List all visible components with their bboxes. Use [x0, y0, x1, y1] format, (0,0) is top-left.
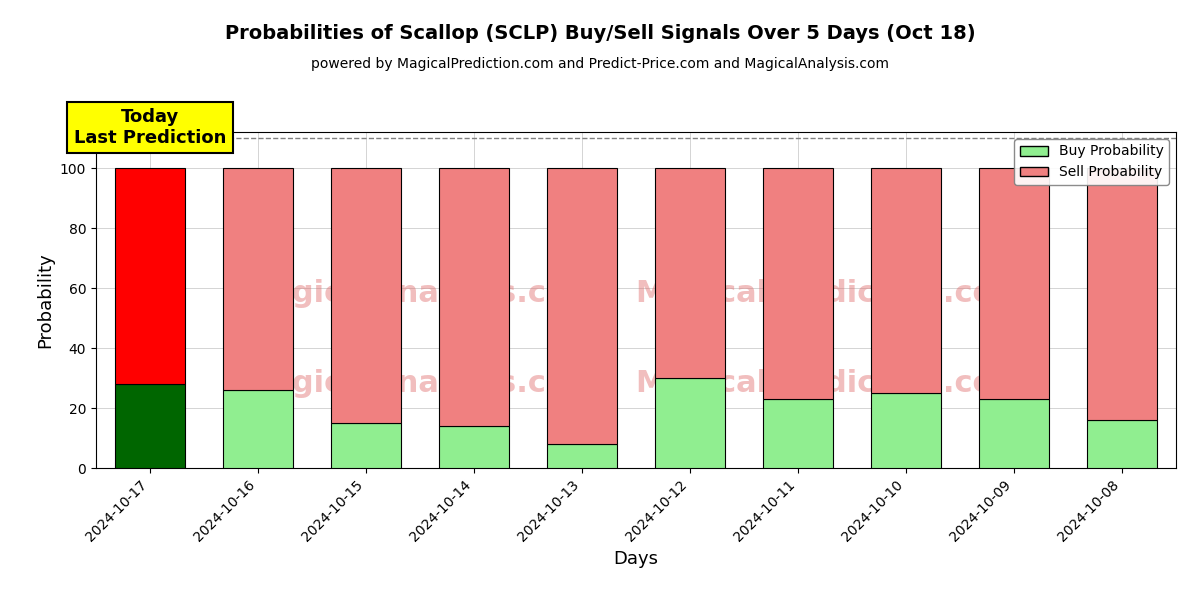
- Bar: [331, 423, 401, 468]
- Text: Today
Last Prediction: Today Last Prediction: [74, 108, 226, 147]
- Bar: [547, 444, 617, 468]
- Bar: [439, 168, 509, 426]
- Text: MagicalPrediction.com: MagicalPrediction.com: [635, 370, 1026, 398]
- Bar: [655, 168, 725, 378]
- Text: powered by MagicalPrediction.com and Predict-Price.com and MagicalAnalysis.com: powered by MagicalPrediction.com and Pre…: [311, 57, 889, 71]
- Text: Probabilities of Scallop (SCLP) Buy/Sell Signals Over 5 Days (Oct 18): Probabilities of Scallop (SCLP) Buy/Sell…: [224, 24, 976, 43]
- Bar: [655, 378, 725, 468]
- Text: MagicalAnalysis.com: MagicalAnalysis.com: [241, 279, 599, 308]
- Bar: [871, 393, 941, 468]
- Bar: [439, 426, 509, 468]
- Bar: [871, 168, 941, 393]
- Bar: [763, 399, 833, 468]
- X-axis label: Days: Days: [613, 550, 659, 568]
- Bar: [115, 384, 185, 468]
- Y-axis label: Probability: Probability: [36, 252, 54, 348]
- Bar: [979, 399, 1049, 468]
- Bar: [547, 168, 617, 444]
- Bar: [763, 168, 833, 399]
- Bar: [331, 168, 401, 423]
- Bar: [979, 168, 1049, 399]
- Bar: [1087, 420, 1157, 468]
- Legend: Buy Probability, Sell Probability: Buy Probability, Sell Probability: [1014, 139, 1169, 185]
- Text: MagicalAnalysis.com: MagicalAnalysis.com: [241, 370, 599, 398]
- Bar: [115, 168, 185, 384]
- Bar: [223, 168, 293, 390]
- Bar: [223, 390, 293, 468]
- Bar: [1087, 168, 1157, 420]
- Text: MagicalPrediction.com: MagicalPrediction.com: [635, 279, 1026, 308]
